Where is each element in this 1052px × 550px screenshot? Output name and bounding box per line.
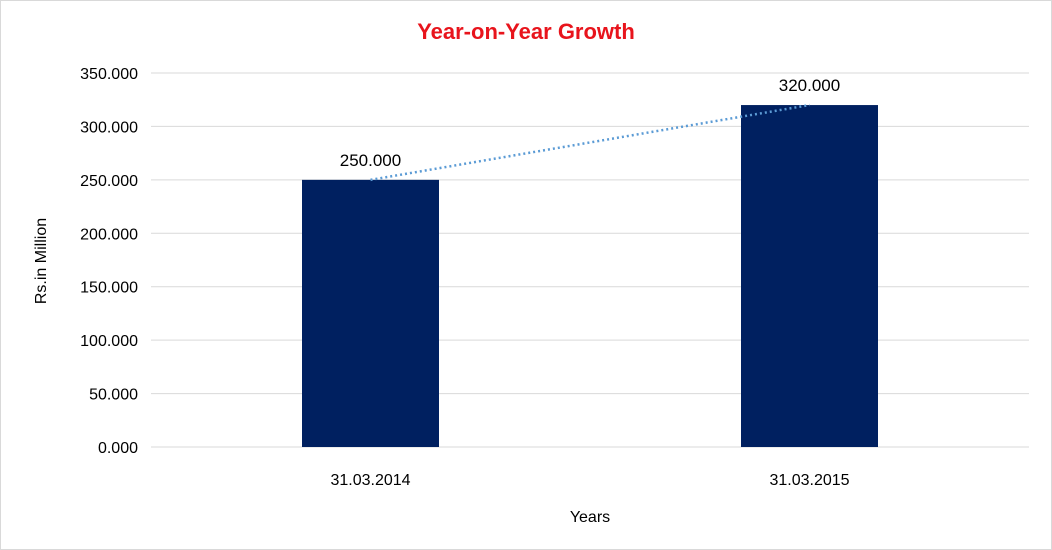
data-labels: 250.000 320.000: [340, 76, 840, 170]
y-tick-label: 350.000: [80, 66, 138, 83]
bar: [302, 179, 439, 447]
x-tick-label: 31.03.2014: [330, 472, 410, 489]
trendline-line: [370, 103, 810, 182]
chart-title: Year-on-Year Growth: [417, 19, 635, 44]
x-tick-labels: 31.03.2014 31.03.2015: [330, 472, 849, 489]
y-tick-label: 50.000: [89, 387, 138, 404]
data-label: 320.000: [779, 76, 840, 95]
y-tick-label: 150.000: [80, 280, 138, 297]
y-tick-label: 100.000: [80, 333, 138, 350]
y-tick-label: 0.000: [98, 440, 138, 457]
data-label: 250.000: [340, 151, 401, 170]
gridlines: [151, 72, 1029, 448]
trendline: [370, 103, 810, 182]
bar: [741, 105, 878, 448]
y-tick-labels: 0.000 50.000 100.000 150.000 200.000 250.000 3…: [80, 66, 138, 457]
y-tick-label: 250.000: [80, 173, 138, 190]
y-axis-label: Rs.in Million: [33, 218, 50, 304]
bars: [302, 105, 878, 448]
x-axis-label: Years: [570, 509, 610, 526]
y-tick-label: 200.000: [80, 226, 138, 243]
y-tick-label: 300.000: [80, 119, 138, 136]
x-tick-label: 31.03.2015: [769, 472, 849, 489]
